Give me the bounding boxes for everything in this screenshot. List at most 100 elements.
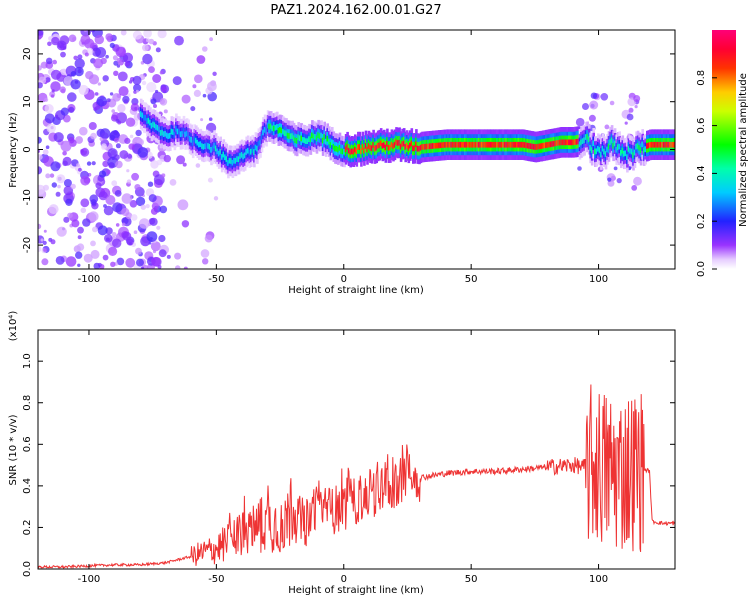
ridge-cell xyxy=(431,143,435,149)
noise-blob xyxy=(589,100,599,110)
snr-frame-bg xyxy=(38,330,675,569)
ridge-cell xyxy=(328,138,331,145)
ridge-cell xyxy=(535,144,539,150)
noise-blob xyxy=(140,204,146,210)
ridge-cell xyxy=(337,146,340,153)
ridge-cell xyxy=(141,112,144,119)
ridge-cell xyxy=(603,148,606,155)
colorbar-gradient xyxy=(712,30,736,269)
ridge-cell xyxy=(188,135,192,142)
noise-blob xyxy=(98,191,108,201)
spectrogram-blobs xyxy=(38,30,642,269)
spectrogram-y-label: Frequency (Hz) xyxy=(8,112,19,188)
noise-blob xyxy=(133,230,138,234)
ridge-cell xyxy=(225,156,229,162)
ridge-cell xyxy=(656,141,660,148)
ridge-cell xyxy=(586,133,589,140)
ridge-cell xyxy=(482,141,485,148)
noise-blob xyxy=(196,55,206,64)
noise-blob xyxy=(604,124,610,130)
ridge-cell xyxy=(242,153,245,160)
noise-blob xyxy=(120,30,127,36)
ridge-cell xyxy=(224,154,227,161)
ridge-cell xyxy=(303,137,307,144)
noise-blob xyxy=(43,247,48,252)
ridge-cell xyxy=(150,122,154,129)
noise-blob xyxy=(115,223,120,227)
noise-blob xyxy=(142,53,153,65)
ridge-cell xyxy=(405,142,409,149)
noise-blob xyxy=(60,68,68,76)
ridge-cell xyxy=(393,141,397,148)
ridge-cell xyxy=(302,137,305,143)
ridge-cell xyxy=(295,138,299,144)
noise-blob xyxy=(44,104,54,114)
noise-blob xyxy=(207,177,213,183)
ridge-cell xyxy=(519,141,522,148)
ridge-cell xyxy=(250,148,253,155)
noise-blob xyxy=(113,154,120,161)
noise-blob xyxy=(102,254,109,261)
noise-blob xyxy=(136,258,144,267)
ridge-cell xyxy=(331,139,334,146)
ridge-cell xyxy=(430,143,433,149)
ridge-cell xyxy=(271,125,274,132)
noise-blob xyxy=(95,47,107,58)
noise-blob xyxy=(50,239,56,245)
ridge-cell xyxy=(149,119,152,126)
snr-line-group xyxy=(38,384,675,569)
ridge-cell xyxy=(143,114,146,121)
noise-blob xyxy=(181,94,191,104)
spectrogram-ridge xyxy=(139,98,675,179)
ridge-cell xyxy=(334,145,337,152)
noise-blob xyxy=(45,145,50,149)
ridge-cell xyxy=(146,118,149,124)
ridge-cell xyxy=(170,128,174,135)
noise-blob xyxy=(57,42,64,49)
ridge-cell xyxy=(358,144,362,150)
ridge-cell xyxy=(243,152,247,159)
ridge-cell xyxy=(615,146,618,153)
ridge-cell xyxy=(448,141,452,148)
ridge-cell xyxy=(153,122,157,129)
ridge-cell xyxy=(347,147,351,154)
ridge-cell xyxy=(396,140,400,146)
noise-blob xyxy=(76,163,80,168)
noise-blob xyxy=(71,219,80,228)
ridge-cell xyxy=(649,142,652,148)
noise-blob xyxy=(82,218,91,227)
noise-blob xyxy=(195,163,201,168)
noise-blob xyxy=(121,193,133,204)
y-tick-label: -10 xyxy=(22,189,33,205)
noise-blob xyxy=(134,184,141,191)
ridge-cell xyxy=(538,143,542,150)
noise-blob xyxy=(150,207,158,215)
noise-blob xyxy=(116,64,121,68)
noise-blob xyxy=(126,169,130,173)
ridge-cell xyxy=(341,148,345,155)
noise-blob xyxy=(156,225,161,230)
noise-blob xyxy=(628,107,634,113)
ridge-cell xyxy=(560,139,563,146)
ridge-cell xyxy=(161,129,164,136)
ridge-cell xyxy=(436,142,440,149)
noise-blob xyxy=(53,132,64,143)
noise-blob xyxy=(159,98,168,106)
ridge-cell xyxy=(612,142,615,149)
noise-blob xyxy=(46,123,56,133)
noise-blob xyxy=(209,37,214,42)
noise-blob xyxy=(78,84,89,96)
ridge-cell xyxy=(627,146,631,152)
noise-blob xyxy=(106,169,111,175)
ridge-cell xyxy=(379,140,383,147)
ridge-cell xyxy=(493,141,496,148)
noise-blob xyxy=(143,30,152,38)
ridge-cell xyxy=(217,150,221,157)
ridge-cell xyxy=(268,123,271,130)
noise-blob xyxy=(51,182,57,188)
noise-blob xyxy=(163,109,168,114)
ridge-cell xyxy=(505,141,508,148)
noise-blob xyxy=(88,122,97,130)
ridge-cell xyxy=(191,139,195,146)
